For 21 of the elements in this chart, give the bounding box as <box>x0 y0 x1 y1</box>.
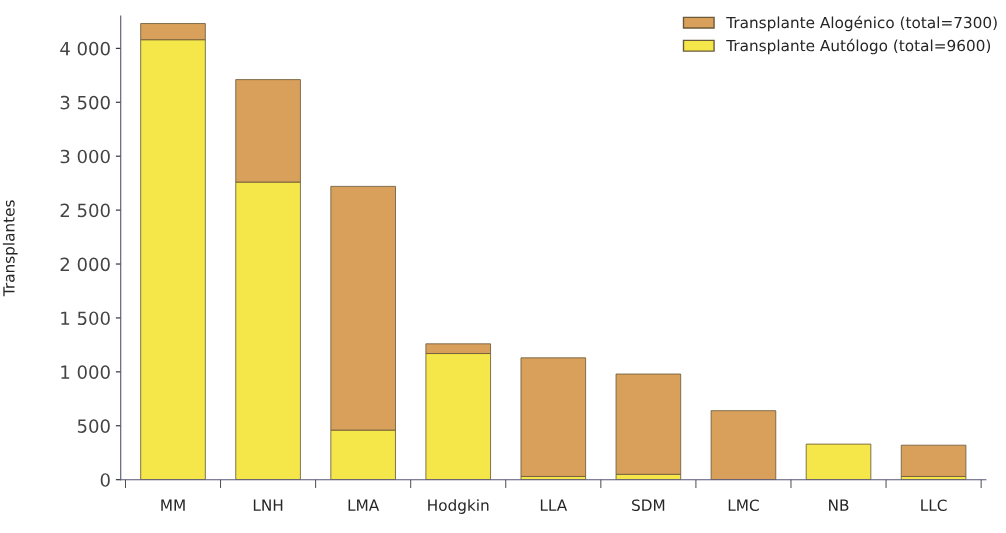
y-tick-label: 2 500 <box>60 203 110 218</box>
y-tick-label: 3 000 <box>60 149 110 164</box>
x-tick-label: SDM <box>632 499 665 511</box>
y-tick-label: 4 000 <box>60 41 110 56</box>
x-tick-label: Hodgkin <box>428 499 489 514</box>
y-tick-label: 3 500 <box>60 95 110 110</box>
y-tick-label: 0 <box>100 473 110 487</box>
x-tick-label: NB <box>829 499 849 511</box>
x-tick-label: LNH <box>253 499 283 511</box>
x-tick-label: LLC <box>921 499 947 511</box>
x-tick-label: LMC <box>728 499 759 511</box>
y-tick-label: 1 000 <box>61 365 110 379</box>
legend-label: Transplante Autólogo (total=9600) <box>726 38 991 55</box>
y-tick-label: 500 <box>77 419 110 433</box>
y-axis-title: Transplantes <box>2 200 18 297</box>
y-tick-label: 1 500 <box>61 311 110 326</box>
y-tick-label: 2 000 <box>60 257 110 272</box>
legend-label: Transplante Alogénico (total=7300) <box>726 15 997 32</box>
x-tick-label: LMA <box>348 499 380 511</box>
x-tick-label: MM <box>161 499 185 511</box>
x-tick-label: LLA <box>540 499 568 511</box>
